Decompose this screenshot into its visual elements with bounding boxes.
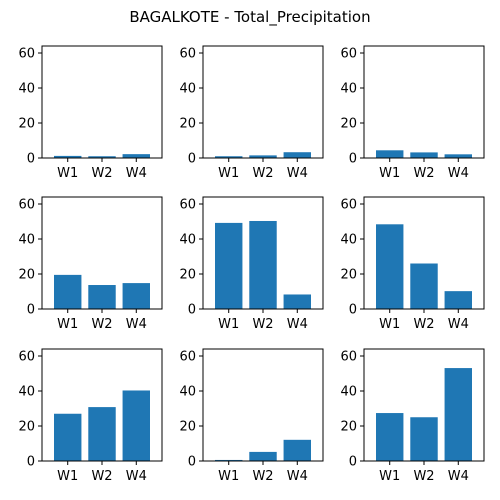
- y-tick-label: 40: [340, 233, 357, 248]
- y-tick-label: 20: [18, 420, 35, 435]
- y-tick-label: 40: [179, 233, 196, 248]
- y-tick-label: 20: [179, 268, 196, 283]
- subplot-2: W1 W2 W4 0 20 40 60: [179, 46, 323, 181]
- bar-w2: [249, 221, 276, 309]
- y-tick-label: 60: [18, 47, 35, 62]
- y-tick-label: 60: [18, 198, 35, 213]
- y-tick-label: 20: [340, 268, 357, 283]
- subplot-6: W1 W2 W4 0 20 40 60: [340, 197, 484, 332]
- subplot-9: W1 W2 W4 0 20 40 60: [340, 349, 484, 484]
- chart-title: BAGALKOTE - Total_Precipitation: [129, 8, 370, 27]
- bar-w4: [123, 283, 150, 309]
- bar-w1: [376, 413, 403, 461]
- x-tick-label: W1: [379, 317, 400, 332]
- x-tick-label: W4: [287, 166, 308, 181]
- y-tick-label: 40: [179, 385, 196, 400]
- axes-frame: [203, 46, 323, 158]
- x-tick-label: W4: [126, 469, 147, 484]
- x-tick-label: W1: [379, 166, 400, 181]
- bar-w4: [445, 154, 472, 158]
- x-tick-label: W2: [252, 317, 273, 332]
- x-tick-label: W4: [126, 317, 147, 332]
- x-tick-label: W2: [413, 166, 434, 181]
- bar-w2: [410, 417, 437, 461]
- x-tick-label: W1: [57, 166, 78, 181]
- y-tick-label: 0: [349, 152, 357, 167]
- y-tick-label: 60: [340, 350, 357, 365]
- x-tick-label: W2: [252, 469, 273, 484]
- bar-w4: [445, 291, 472, 309]
- y-tick-label: 20: [179, 117, 196, 132]
- x-tick-label: W2: [91, 166, 112, 181]
- bar-w2: [88, 285, 115, 309]
- bar-w1: [215, 223, 242, 309]
- x-tick-label: W4: [448, 469, 469, 484]
- bar-w4: [123, 154, 150, 158]
- x-tick-label: W4: [448, 166, 469, 181]
- subplot-8: W1 W2 W4 0 20 40 60: [179, 349, 323, 484]
- x-tick-label: W1: [218, 166, 239, 181]
- bar-w2: [249, 452, 276, 461]
- subplot-4: W1 W2 W4 0 20 40 60: [18, 197, 162, 332]
- y-tick-label: 0: [188, 455, 196, 470]
- x-tick-label: W1: [57, 317, 78, 332]
- y-tick-label: 20: [18, 117, 35, 132]
- y-tick-label: 40: [18, 385, 35, 400]
- y-tick-label: 40: [179, 82, 196, 97]
- y-tick-label: 0: [27, 152, 35, 167]
- bar-w2: [410, 264, 437, 310]
- subplot-3: W1 W2 W4 0 20 40 60: [340, 46, 484, 181]
- bar-w1: [376, 150, 403, 158]
- subplot-5: W1 W2 W4 0 20 40 60: [179, 197, 323, 332]
- y-tick-label: 0: [27, 303, 35, 318]
- y-tick-label: 20: [18, 268, 35, 283]
- x-tick-label: W1: [218, 317, 239, 332]
- axes-frame: [42, 46, 162, 158]
- y-tick-label: 60: [179, 47, 196, 62]
- axes-frame: [364, 46, 484, 158]
- y-tick-label: 0: [188, 152, 196, 167]
- bar-w2: [88, 407, 115, 461]
- bar-w4: [445, 368, 472, 461]
- y-tick-label: 20: [340, 420, 357, 435]
- bar-w1: [376, 224, 403, 309]
- y-tick-label: 60: [340, 198, 357, 213]
- y-tick-label: 60: [179, 350, 196, 365]
- x-tick-label: W4: [448, 317, 469, 332]
- x-tick-label: W2: [252, 166, 273, 181]
- x-tick-label: W1: [57, 469, 78, 484]
- bar-w4: [284, 294, 311, 309]
- y-tick-label: 60: [18, 350, 35, 365]
- x-tick-label: W2: [91, 317, 112, 332]
- x-tick-label: W1: [379, 469, 400, 484]
- x-tick-label: W4: [287, 469, 308, 484]
- y-tick-label: 60: [179, 198, 196, 213]
- bar-w4: [123, 390, 150, 461]
- y-tick-label: 0: [188, 303, 196, 318]
- bar-w4: [284, 152, 311, 158]
- subplot-7: W1 W2 W4 0 20 40 60: [18, 349, 162, 484]
- y-tick-label: 40: [18, 82, 35, 97]
- y-tick-label: 20: [179, 420, 196, 435]
- x-tick-label: W2: [91, 469, 112, 484]
- bar-w2: [410, 152, 437, 158]
- bar-w1: [54, 275, 81, 309]
- bar-w4: [284, 440, 311, 461]
- subplot-1: W1 W2 W4 0 20 40 60: [18, 46, 162, 181]
- y-tick-label: 40: [18, 233, 35, 248]
- x-tick-label: W4: [287, 317, 308, 332]
- y-tick-label: 0: [349, 303, 357, 318]
- y-tick-label: 60: [340, 47, 357, 62]
- y-tick-label: 20: [340, 117, 357, 132]
- y-tick-label: 0: [27, 455, 35, 470]
- x-tick-label: W2: [413, 469, 434, 484]
- bar-w1: [54, 414, 81, 461]
- x-tick-label: W2: [413, 317, 434, 332]
- x-tick-label: W4: [126, 166, 147, 181]
- y-tick-label: 40: [340, 385, 357, 400]
- y-tick-label: 40: [340, 82, 357, 97]
- y-tick-label: 0: [349, 455, 357, 470]
- x-tick-label: W1: [218, 469, 239, 484]
